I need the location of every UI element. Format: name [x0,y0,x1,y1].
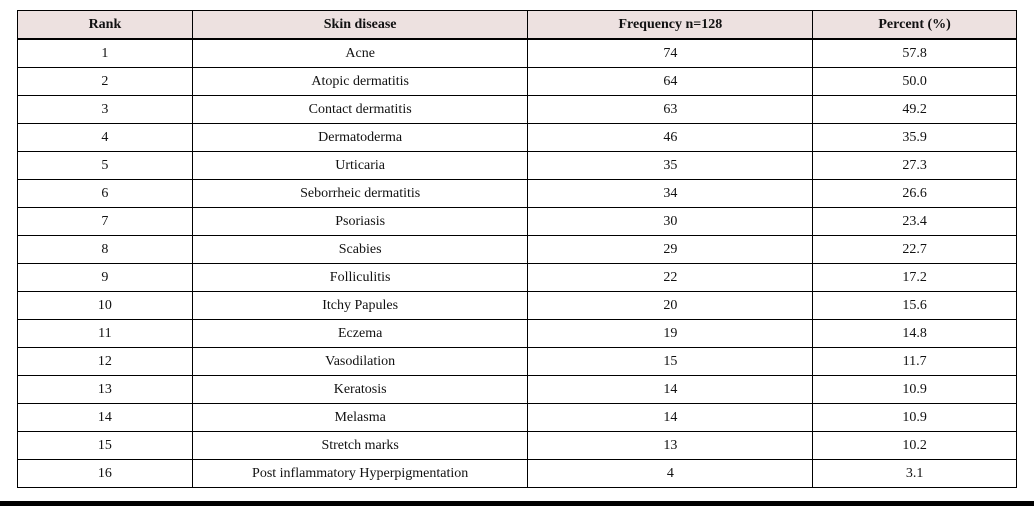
cell-frequency: 34 [527,179,814,208]
cell-disease: Vasodilation [191,347,529,376]
skin-disease-frequency-table: Rank Skin disease Frequency n=128 Percen… [17,10,1017,488]
bottom-rule [0,501,1034,506]
table-row: 12 Vasodilation 15 11.7 [17,347,1017,376]
cell-frequency: 14 [527,375,814,404]
table-row: 10 Itchy Papules 20 15.6 [17,291,1017,320]
cell-disease: Folliculitis [191,263,529,292]
cell-frequency: 74 [527,38,814,68]
cell-rank: 9 [17,263,193,292]
cell-frequency: 35 [527,151,814,180]
cell-percent: 14.8 [812,319,1017,348]
cell-disease: Eczema [191,319,529,348]
cell-rank: 10 [17,291,193,320]
cell-frequency: 63 [527,95,814,124]
cell-frequency: 15 [527,347,814,376]
cell-rank: 16 [17,459,193,488]
table-row: 5 Urticaria 35 27.3 [17,151,1017,180]
cell-percent: 3.1 [812,459,1017,488]
table-header: Rank Skin disease Frequency n=128 Percen… [17,10,1017,40]
column-header-percent: Percent (%) [812,10,1017,40]
cell-frequency: 30 [527,207,814,236]
table-row: 11 Eczema 19 14.8 [17,319,1017,348]
column-header-disease: Skin disease [191,10,529,40]
cell-percent: 27.3 [812,151,1017,180]
cell-frequency: 46 [527,123,814,152]
cell-frequency: 29 [527,235,814,264]
table-body: 1 Acne 74 57.8 2 Atopic dermatitis 64 50.0 3 Cont… [17,38,1017,488]
cell-rank: 3 [17,95,193,124]
cell-rank: 5 [17,151,193,180]
cell-rank: 1 [17,38,193,68]
table-row: 7 Psoriasis 30 23.4 [17,207,1017,236]
cell-percent: 17.2 [812,263,1017,292]
cell-percent: 50.0 [812,67,1017,96]
table-row: 16 Post inflammatory Hyperpigmentation 4 3.… [17,459,1017,488]
cell-disease: Post inflammatory Hyperpigmentation [191,459,529,488]
table-row: 15 Stretch marks 13 10.2 [17,431,1017,460]
cell-frequency: 20 [527,291,814,320]
cell-rank: 2 [17,67,193,96]
table-row: 3 Contact dermatitis 63 49.2 [17,95,1017,124]
cell-percent: 23.4 [812,207,1017,236]
cell-rank: 11 [17,319,193,348]
cell-frequency: 64 [527,67,814,96]
table-row: 13 Keratosis 14 10.9 [17,375,1017,404]
cell-percent: 10.9 [812,403,1017,432]
cell-disease: Itchy Papules [191,291,529,320]
cell-rank: 8 [17,235,193,264]
table-row: 9 Folliculitis 22 17.2 [17,263,1017,292]
header-row: Rank Skin disease Frequency n=128 Percen… [17,10,1017,40]
cell-disease: Seborrheic dermatitis [191,179,529,208]
cell-disease: Keratosis [191,375,529,404]
cell-frequency: 13 [527,431,814,460]
cell-disease: Scabies [191,235,529,264]
table-row: 1 Acne 74 57.8 [17,38,1017,68]
cell-rank: 12 [17,347,193,376]
cell-percent: 57.8 [812,38,1017,68]
cell-percent: 22.7 [812,235,1017,264]
cell-percent: 49.2 [812,95,1017,124]
cell-disease: Stretch marks [191,431,529,460]
cell-percent: 35.9 [812,123,1017,152]
cell-percent: 11.7 [812,347,1017,376]
cell-frequency: 19 [527,319,814,348]
cell-disease: Urticaria [191,151,529,180]
cell-disease: Psoriasis [191,207,529,236]
cell-rank: 4 [17,123,193,152]
cell-disease: Acne [191,38,529,68]
cell-frequency: 4 [527,459,814,488]
cell-rank: 14 [17,403,193,432]
cell-percent: 10.9 [812,375,1017,404]
cell-percent: 10.2 [812,431,1017,460]
cell-disease: Dermatoderma [191,123,529,152]
cell-rank: 6 [17,179,193,208]
column-header-rank: Rank [17,10,193,40]
cell-rank: 13 [17,375,193,404]
table-row: 6 Seborrheic dermatitis 34 26.6 [17,179,1017,208]
cell-disease: Atopic dermatitis [191,67,529,96]
table-row: 8 Scabies 29 22.7 [17,235,1017,264]
table-row: 2 Atopic dermatitis 64 50.0 [17,67,1017,96]
table-row: 4 Dermatoderma 46 35.9 [17,123,1017,152]
cell-percent: 15.6 [812,291,1017,320]
cell-disease: Contact dermatitis [191,95,529,124]
cell-rank: 15 [17,431,193,460]
cell-frequency: 14 [527,403,814,432]
cell-frequency: 22 [527,263,814,292]
cell-disease: Melasma [191,403,529,432]
table-row: 14 Melasma 14 10.9 [17,403,1017,432]
cell-percent: 26.6 [812,179,1017,208]
cell-rank: 7 [17,207,193,236]
column-header-frequency: Frequency n=128 [527,10,814,40]
